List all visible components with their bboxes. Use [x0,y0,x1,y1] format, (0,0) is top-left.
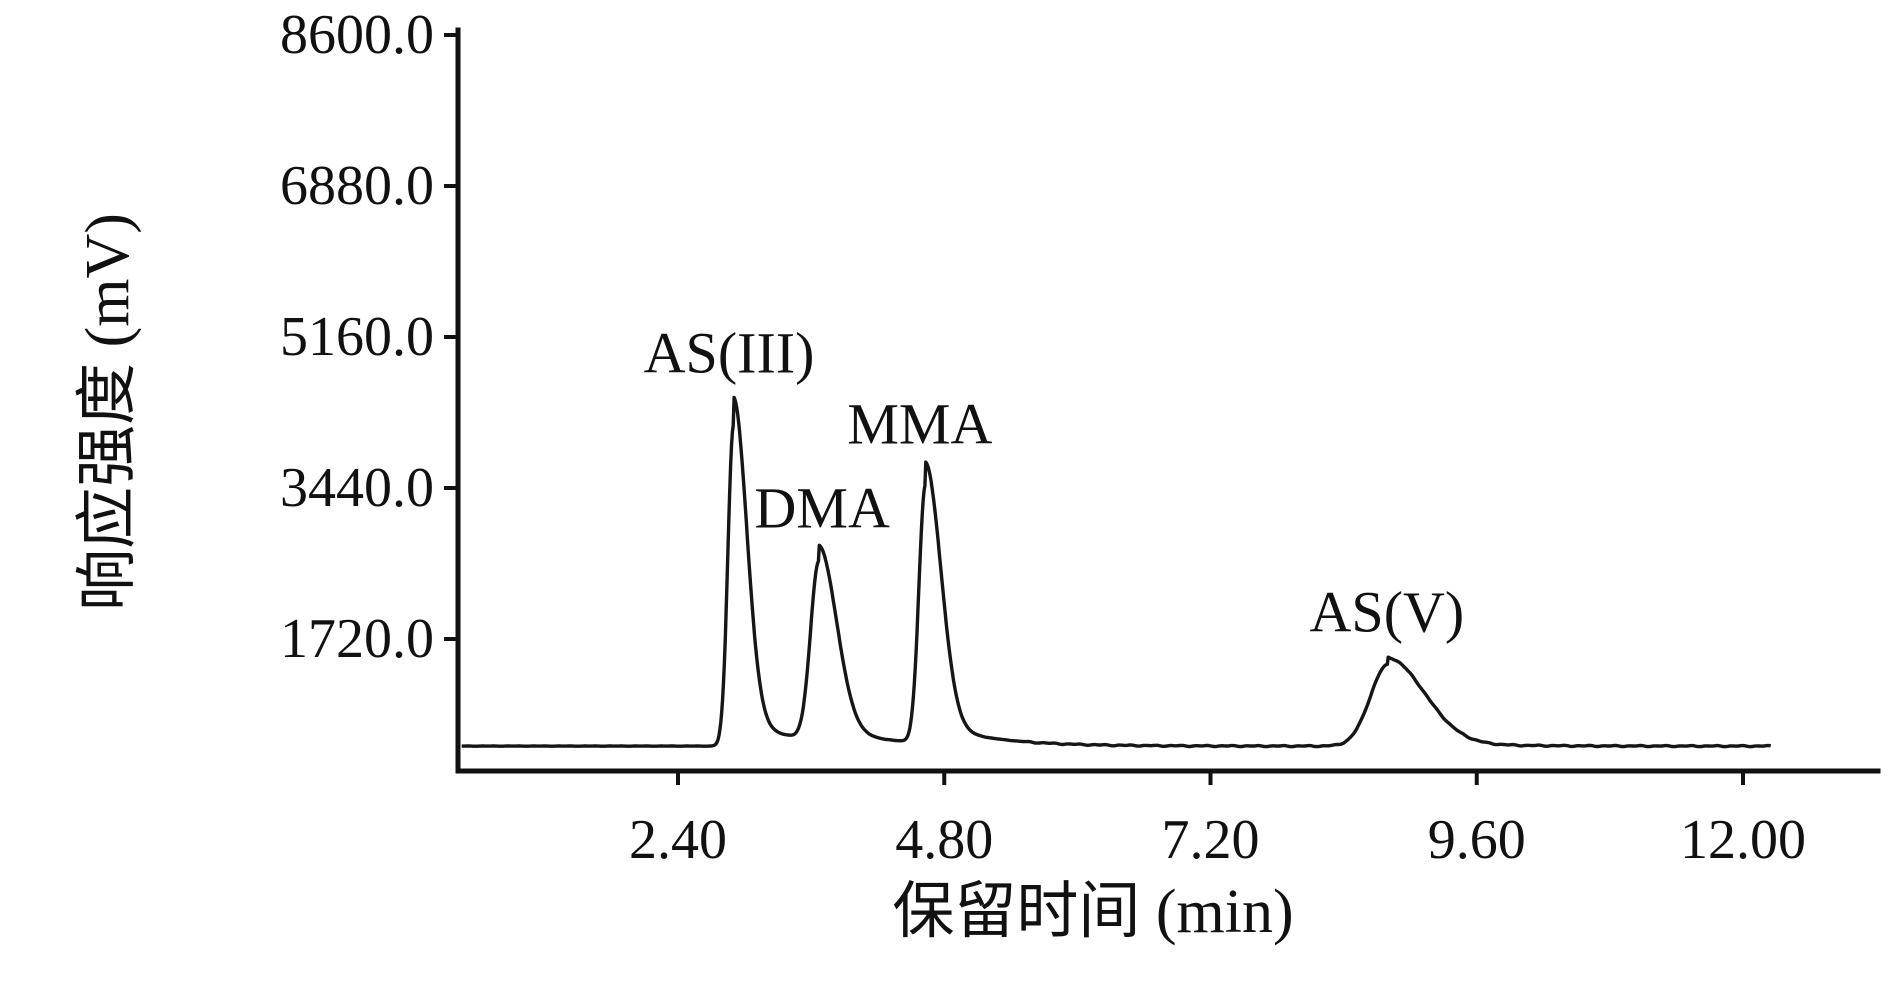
x-tick-label: 7.20 [1162,809,1260,871]
y-tick-label: 6880.0 [280,155,434,217]
peak-label-dma: DMA [755,476,890,541]
peak-label-mma: MMA [847,391,992,456]
y-tick-label: 8600.0 [280,4,434,66]
peak-label-as-v: AS(V) [1310,579,1465,644]
chart-plot-area: 8600.0 6880.0 5160.0 3440.0 1720.0 2.40 4.80 7.… [280,4,1881,871]
x-tick-label: 9.60 [1428,809,1526,871]
x-tick-label: 12.00 [1680,809,1806,871]
y-tick-label: 1720.0 [280,608,434,670]
y-tick-label: 3440.0 [280,457,434,519]
x-tick-label: 2.40 [629,809,727,871]
axes-lines [455,27,1881,774]
peak-label-as-iii: AS(III) [644,320,815,385]
chromatogram-trace [460,395,1772,749]
x-tick-label: 4.80 [895,809,993,871]
y-tick-label: 5160.0 [280,306,434,368]
y-axis-title: 响应强度 (mV) [74,213,142,611]
x-axis-title: 保留时间 (min) [892,878,1293,946]
